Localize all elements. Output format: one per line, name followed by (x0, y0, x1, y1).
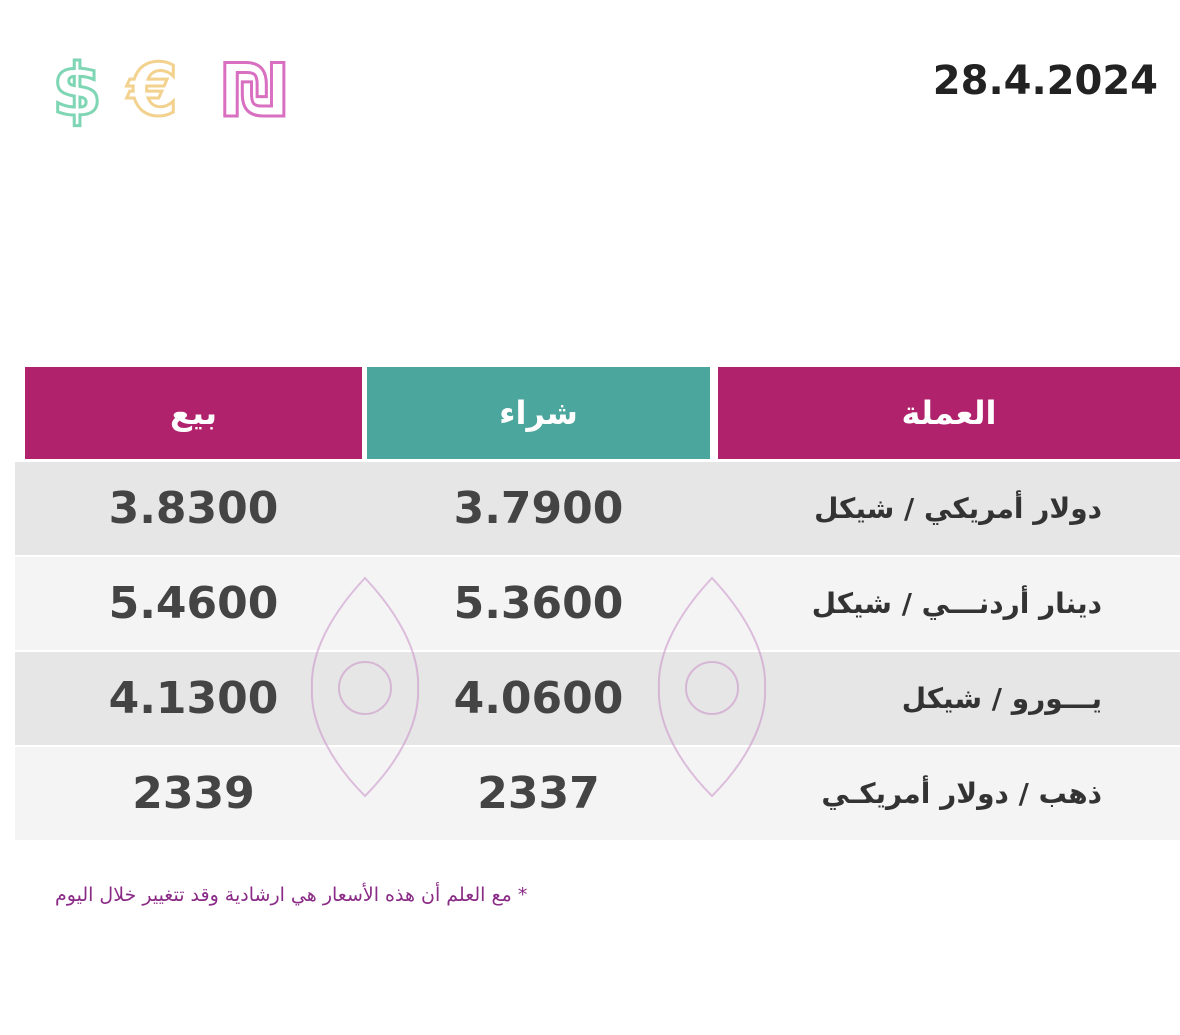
dollar-icon: $ (50, 47, 103, 134)
currency-pair: دينار أردنـــي / شيكل (811, 587, 1102, 620)
currency-pair: دولار أمريكي / شيكل (814, 492, 1102, 525)
header-sell: بيع (25, 367, 362, 459)
sell-rate: 5.4600 (108, 578, 279, 629)
table-row (15, 747, 1180, 840)
date: 28.4.2024 (932, 58, 1158, 104)
table-row (15, 557, 1180, 650)
shekel-icon: ₪ (220, 47, 288, 134)
currency-pair: ذهب / دولار أمريكـي (821, 777, 1102, 810)
table-row (15, 462, 1180, 555)
buy-rate: 2337 (477, 768, 600, 819)
buy-rate: 3.7900 (453, 483, 624, 534)
buy-rate: 4.0600 (453, 673, 624, 724)
header-currency: العملة (718, 367, 1180, 459)
buy-rate: 5.3600 (453, 578, 624, 629)
footnote: * مع العلم أن هذه الأسعار هي ارشادية وقد… (55, 884, 528, 906)
currency-pair: يـــورو / شيكل (901, 682, 1102, 715)
euro-icon: € (126, 47, 179, 134)
sell-rate: 4.1300 (108, 673, 279, 724)
table-row (15, 652, 1180, 745)
sell-rate: 2339 (132, 768, 255, 819)
sell-rate: 3.8300 (108, 483, 279, 534)
header-buy: شراء (367, 367, 710, 459)
